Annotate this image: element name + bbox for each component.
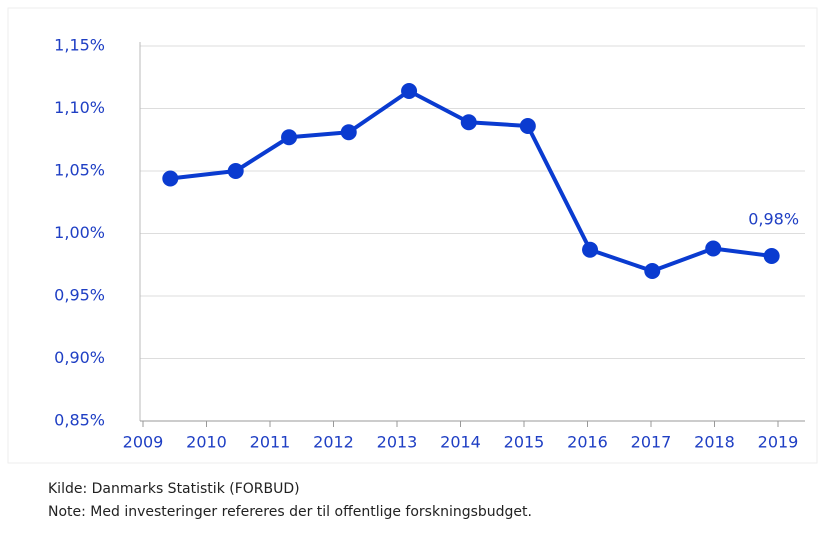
y-tick-label: 0,95% <box>54 286 105 305</box>
y-tick-label: 1,05% <box>54 161 105 180</box>
point <box>340 124 357 141</box>
point <box>281 129 298 146</box>
y-tick-label: 1,00% <box>54 223 105 242</box>
x-tick-label: 2014 <box>440 433 481 452</box>
point <box>460 114 477 131</box>
x-tick-label: 2011 <box>250 433 291 452</box>
point <box>227 163 244 179</box>
point <box>705 240 722 257</box>
point <box>763 248 780 264</box>
y-tick-label: 0,85% <box>54 411 105 430</box>
x-tick-label: 2009 <box>123 433 164 452</box>
point <box>519 118 536 134</box>
value-label: 0,98% <box>748 210 799 229</box>
y-tick-label: 1,10% <box>54 98 105 117</box>
x-tick-label: 2015 <box>504 433 545 452</box>
x-tick-label: 2018 <box>694 433 735 452</box>
x-tick-label: 2017 <box>631 433 672 452</box>
x-tick-label: 2019 <box>758 433 799 452</box>
y-tick-label: 0,90% <box>54 348 105 367</box>
point <box>162 170 179 187</box>
x-tick-label: 2013 <box>377 433 418 452</box>
plot-panel <box>7 7 818 464</box>
note: Note: Med investeringer refereres der ti… <box>48 504 532 520</box>
x-tick-label: 2016 <box>567 433 608 452</box>
x-tick-label: 2012 <box>313 433 354 452</box>
point <box>582 241 599 258</box>
point <box>644 263 661 279</box>
y-tick-label: 1,15% <box>54 36 105 55</box>
source: Kilde: Danmarks Statistik (FORBUD) <box>48 481 300 497</box>
point <box>401 83 418 99</box>
x-tick-label: 2010 <box>186 433 227 452</box>
